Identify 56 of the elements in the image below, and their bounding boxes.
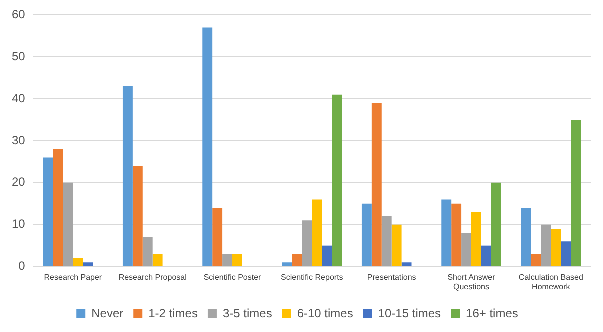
bar [152, 254, 163, 266]
bar [472, 212, 482, 266]
bar [83, 262, 94, 266]
bar [561, 242, 572, 266]
y-tick-label: 40 [12, 91, 26, 106]
y-tick-label: 20 [12, 175, 26, 190]
bar [372, 103, 382, 266]
y-tick-label: 50 [12, 49, 26, 64]
bar [452, 204, 462, 266]
x-tick-label: Research Proposal [118, 272, 188, 282]
legend-label: 6-10 times [297, 306, 354, 320]
y-tick-label: 60 [12, 8, 26, 22]
y-tick-label: 0 [18, 259, 26, 274]
bar [481, 246, 492, 266]
x-tick-label: Calculation Based Homework [518, 272, 584, 292]
bar [73, 258, 84, 266]
legend-label: 10-15 times [378, 306, 442, 320]
legend-label: 16+ times [466, 306, 518, 320]
bar [571, 120, 582, 266]
x-tick-label: Short Answer Questions [448, 272, 496, 292]
bar [43, 158, 54, 266]
legend-label: Never [92, 306, 124, 320]
bar [521, 208, 532, 266]
bar [53, 149, 64, 266]
bar [362, 204, 372, 266]
x-tick-label: Scientific Poster [204, 272, 262, 282]
bar [122, 86, 133, 266]
bar [462, 233, 472, 266]
bar [442, 200, 452, 266]
bar [392, 224, 402, 266]
bar [63, 182, 74, 266]
bar [282, 262, 292, 266]
bar [202, 28, 213, 266]
bar [212, 208, 223, 266]
bar [332, 94, 342, 266]
x-tick-label: Presentations [367, 272, 416, 282]
bar [531, 254, 542, 266]
bar [132, 166, 143, 266]
bar [382, 216, 392, 266]
bar [491, 182, 502, 266]
x-tick-label: Scientific Reports [281, 272, 344, 282]
x-tick-label: Research Paper [44, 272, 102, 282]
bar [541, 224, 552, 266]
bar [402, 262, 412, 266]
bar [232, 254, 242, 266]
bar [551, 229, 562, 266]
bar [322, 246, 332, 266]
y-tick-label: 10 [12, 217, 26, 232]
legend-label: 1-2 times [148, 306, 198, 320]
bar [302, 220, 312, 266]
bar [222, 254, 233, 266]
bar [292, 254, 302, 266]
legend-label: 3-5 times [222, 306, 272, 320]
bar [142, 237, 153, 266]
y-tick-label: 30 [12, 133, 26, 148]
bar [312, 200, 322, 266]
